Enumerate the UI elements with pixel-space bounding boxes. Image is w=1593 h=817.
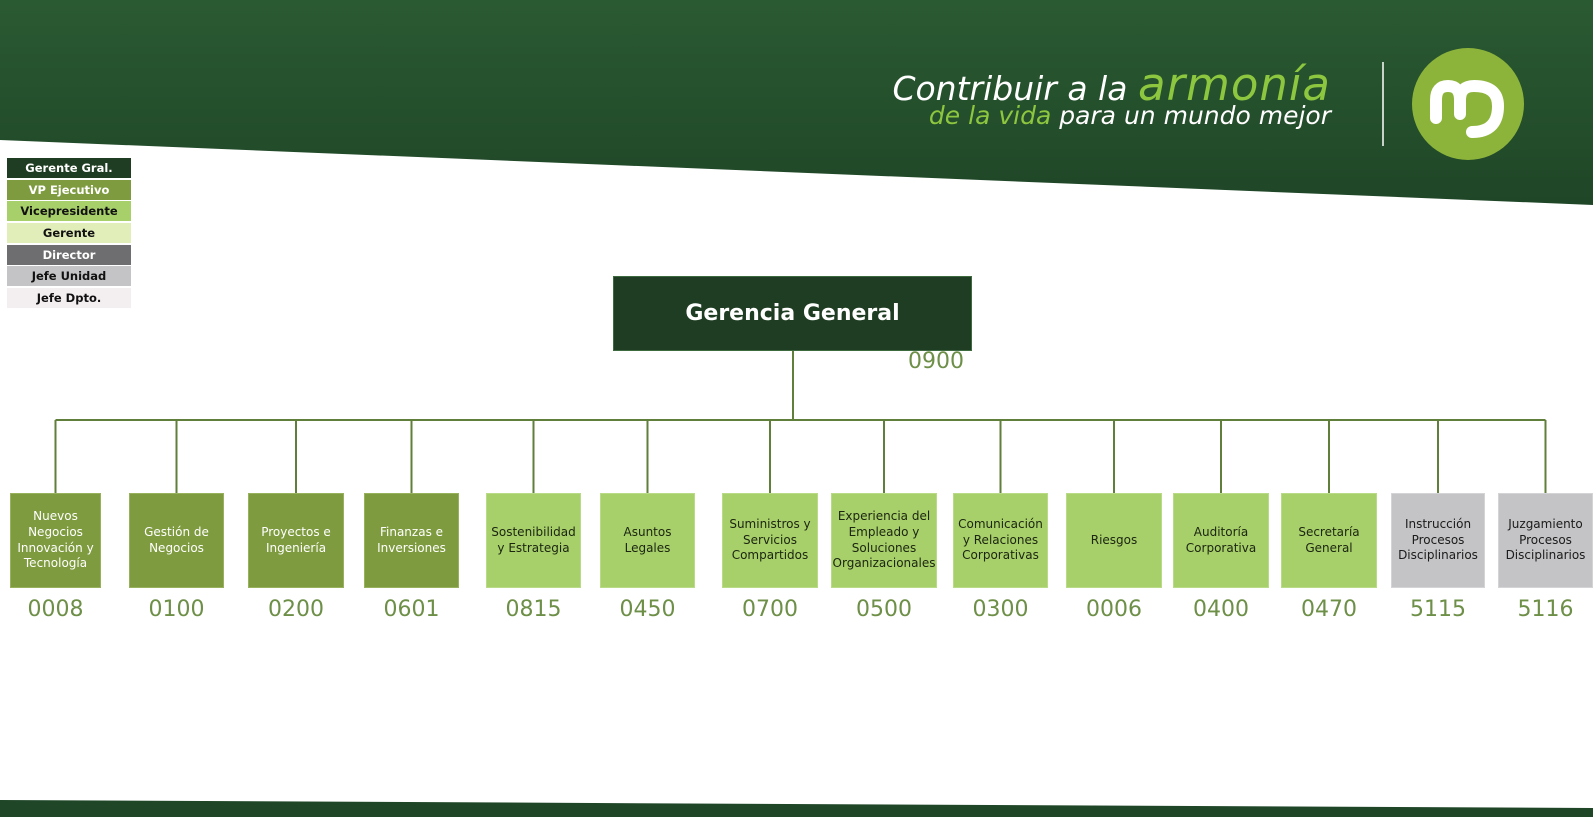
org-node-code: 0450 — [619, 597, 676, 622]
root-node-code: 0900 — [908, 349, 964, 374]
org-node: Experiencia del Empleado y Soluciones Or… — [831, 493, 937, 588]
legend-item: Director — [7, 244, 131, 265]
org-node: Riesgos — [1066, 493, 1162, 588]
header-divider — [1382, 62, 1384, 146]
legend-item: Vicepresidente — [7, 201, 131, 222]
org-node-label: Instrucción Procesos Disciplinarios — [1398, 516, 1478, 563]
org-node: Gestión de Negocios — [129, 493, 224, 588]
org-node-code: 0006 — [1086, 597, 1142, 622]
org-node-label: Juzgamiento Procesos Disciplinarios — [1505, 516, 1586, 563]
org-node-label: Secretaría General — [1298, 524, 1360, 555]
org-node: Sostenibilidad y Estrategia — [486, 493, 581, 588]
org-node-code: 0100 — [148, 597, 205, 622]
org-node-label: Proyectos e Ingeniería — [261, 524, 331, 555]
org-node-code: 0300 — [972, 597, 1029, 622]
org-node-label: Sostenibilidad y Estrategia — [491, 524, 576, 555]
org-node: Nuevos Negocios Innovación y Tecnología — [10, 493, 101, 588]
level-legend: Gerente Gral. VP Ejecutivo Vicepresidente G… — [7, 158, 131, 310]
slogan: Contribuir a la armonía de la vida para … — [892, 62, 1331, 128]
header-banner — [0, 0, 1593, 205]
legend-item: Jefe Dpto. — [7, 288, 131, 309]
org-node: Asuntos Legales — [600, 493, 695, 588]
org-node: Secretaría General — [1281, 493, 1377, 588]
legend-item: Gerente Gral. — [7, 158, 131, 178]
org-node: Proyectos e Ingeniería — [248, 493, 344, 588]
legend-item: Gerente — [7, 223, 131, 244]
org-node: Auditoría Corporativa — [1173, 493, 1269, 588]
org-node-label: Experiencia del Empleado y Soluciones Or… — [832, 508, 936, 571]
org-node: Juzgamiento Procesos Disciplinarios — [1498, 493, 1593, 588]
org-node-label: Riesgos — [1090, 532, 1138, 547]
legend-item: Jefe Unidad — [7, 266, 131, 287]
org-node-label: Finanzas e Inversiones — [377, 524, 446, 555]
org-node-code: 0815 — [505, 597, 562, 622]
company-logo-icon — [1412, 48, 1524, 160]
org-node-label: Auditoría Corporativa — [1185, 524, 1257, 555]
org-node-code: 0470 — [1301, 597, 1357, 622]
org-node-label: Nuevos Negocios Innovación y Tecnología — [17, 508, 94, 571]
org-node: Comunicación y Relaciones Corporativas — [953, 493, 1048, 588]
org-node-code: 0700 — [742, 597, 798, 622]
org-node-code: 0500 — [856, 597, 912, 622]
org-node: Finanzas e Inversiones — [364, 493, 459, 588]
org-node: Instrucción Procesos Disciplinarios — [1391, 493, 1485, 588]
org-node-code: 5116 — [1517, 597, 1574, 622]
org-node-code: 0200 — [268, 597, 324, 622]
org-node-label: Suministros y Servicios Compartidos — [729, 516, 811, 563]
legend-item: VP Ejecutivo — [7, 179, 131, 200]
slogan-line-1: Contribuir a la armonía — [892, 58, 1331, 111]
org-node: Suministros y Servicios Compartidos — [722, 493, 818, 588]
org-node-code: 5115 — [1410, 597, 1466, 622]
org-node-code: 0400 — [1193, 597, 1249, 622]
org-node-label: Gestión de Negocios — [144, 524, 209, 555]
org-node-code: 0601 — [383, 597, 440, 622]
root-node-gerencia-general: Gerencia General — [614, 277, 971, 350]
org-node-label: Asuntos Legales — [623, 524, 672, 555]
root-node-label: Gerencia General — [685, 301, 900, 326]
org-node-code: 0008 — [27, 597, 84, 622]
slogan-line-2: de la vida para un mundo mejor — [928, 101, 1331, 130]
org-node-label: Comunicación y Relaciones Corporativas — [958, 516, 1043, 563]
